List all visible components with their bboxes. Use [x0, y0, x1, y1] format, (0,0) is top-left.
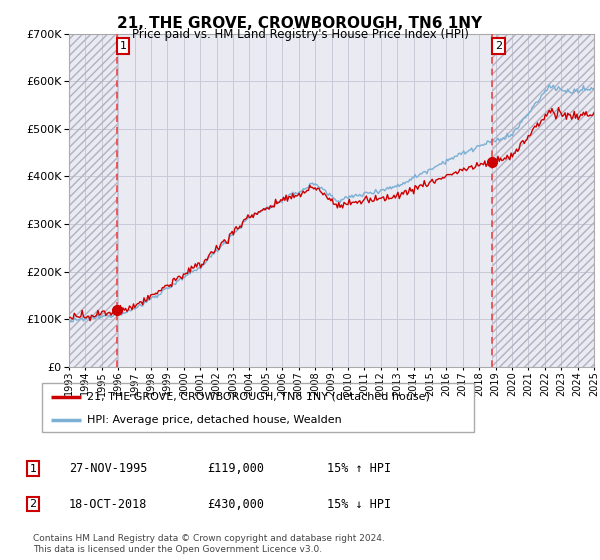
Text: 21, THE GROVE, CROWBOROUGH, TN6 1NY (detached house): 21, THE GROVE, CROWBOROUGH, TN6 1NY (det… [88, 392, 430, 402]
Text: Price paid vs. HM Land Registry's House Price Index (HPI): Price paid vs. HM Land Registry's House … [131, 28, 469, 41]
Text: 2: 2 [29, 499, 37, 509]
Text: Contains HM Land Registry data © Crown copyright and database right 2024.
This d: Contains HM Land Registry data © Crown c… [33, 534, 385, 554]
Text: 1: 1 [29, 464, 37, 474]
Text: £430,000: £430,000 [207, 497, 264, 511]
Text: 1: 1 [119, 41, 127, 51]
Text: 15% ↓ HPI: 15% ↓ HPI [327, 497, 391, 511]
Bar [492, 34, 594, 367]
Text: 2: 2 [495, 41, 502, 51]
Text: 27-NOV-1995: 27-NOV-1995 [69, 462, 148, 475]
Bar [69, 34, 117, 367]
Text: HPI: Average price, detached house, Wealden: HPI: Average price, detached house, Weal… [88, 416, 342, 426]
Text: 21, THE GROVE, CROWBOROUGH, TN6 1NY: 21, THE GROVE, CROWBOROUGH, TN6 1NY [118, 16, 482, 31]
Text: 18-OCT-2018: 18-OCT-2018 [69, 497, 148, 511]
Text: 15% ↑ HPI: 15% ↑ HPI [327, 462, 391, 475]
Text: £119,000: £119,000 [207, 462, 264, 475]
